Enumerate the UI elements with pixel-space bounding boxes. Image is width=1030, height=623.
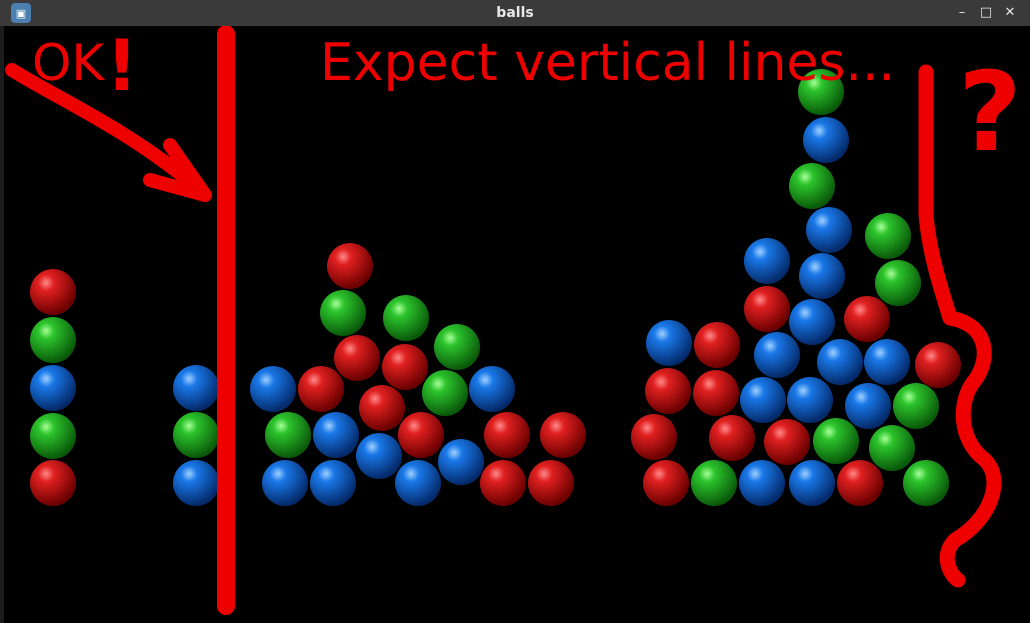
- red-ball: [837, 460, 883, 506]
- red-ball: [398, 412, 444, 458]
- red-ball: [645, 368, 691, 414]
- green-ball: [798, 69, 844, 115]
- blue-ball: [313, 412, 359, 458]
- blue-ball: [469, 366, 515, 412]
- minimize-button[interactable]: –: [958, 5, 966, 20]
- blue-ball: [173, 365, 219, 411]
- green-ball: [320, 290, 366, 336]
- blue-ball: [789, 460, 835, 506]
- red-ball: [694, 322, 740, 368]
- red-ball: [480, 460, 526, 506]
- ok-label: OK: [32, 34, 105, 92]
- green-ball: [893, 383, 939, 429]
- blue-ball: [806, 207, 852, 253]
- green-ball: [903, 460, 949, 506]
- red-ball: [327, 243, 373, 289]
- window-border: [0, 26, 4, 623]
- green-ball: [789, 163, 835, 209]
- blue-ball: [799, 253, 845, 299]
- green-ball: [691, 460, 737, 506]
- blue-ball: [787, 377, 833, 423]
- question-mark: ?: [958, 48, 1022, 176]
- red-ball: [484, 412, 530, 458]
- blue-ball: [817, 339, 863, 385]
- red-ball: [528, 460, 574, 506]
- blue-ball: [356, 433, 402, 479]
- exclaim-mark: !: [106, 26, 138, 107]
- expect-label: Expect vertical lines...: [320, 33, 895, 93]
- red-ball: [298, 366, 344, 412]
- red-ball: [709, 415, 755, 461]
- red-ball: [915, 342, 961, 388]
- blue-ball: [789, 299, 835, 345]
- green-ball: [813, 418, 859, 464]
- blue-ball: [173, 460, 219, 506]
- red-ball: [359, 385, 405, 431]
- red-ball: [631, 414, 677, 460]
- blue-ball: [310, 460, 356, 506]
- green-ball: [265, 412, 311, 458]
- title-bar[interactable]: ▣ balls – □ ✕: [0, 0, 1030, 26]
- blue-ball: [395, 460, 441, 506]
- blue-ball: [438, 439, 484, 485]
- blue-ball: [845, 383, 891, 429]
- red-ball: [764, 419, 810, 465]
- arrowhead-annotation: [143, 138, 212, 202]
- blue-ball: [744, 238, 790, 284]
- green-ball: [30, 317, 76, 363]
- app-icon: ▣: [11, 3, 31, 23]
- blue-ball: [250, 366, 296, 412]
- green-ball: [422, 370, 468, 416]
- blue-ball: [864, 339, 910, 385]
- balls-layer: [30, 69, 961, 506]
- red-ball: [643, 460, 689, 506]
- maximize-button[interactable]: □: [979, 5, 993, 20]
- wavy-line-annotation: [918, 64, 1002, 588]
- green-ball: [869, 425, 915, 471]
- green-ball: [865, 213, 911, 259]
- green-ball: [875, 260, 921, 306]
- red-ball: [30, 269, 76, 315]
- close-button[interactable]: ✕: [1004, 5, 1016, 20]
- annotation-layer: [5, 26, 1002, 615]
- red-ball: [844, 296, 890, 342]
- red-ball: [334, 335, 380, 381]
- red-ball: [382, 344, 428, 390]
- blue-ball: [646, 320, 692, 366]
- blue-ball: [30, 365, 76, 411]
- green-ball: [383, 295, 429, 341]
- scene-svg: OK ! Expect vertical lines... ?: [5, 26, 1022, 615]
- arrow-annotation: [5, 63, 207, 197]
- blue-ball: [754, 332, 800, 378]
- blue-ball: [803, 117, 849, 163]
- green-ball: [434, 324, 480, 370]
- green-ball: [30, 413, 76, 459]
- blue-ball: [739, 460, 785, 506]
- red-ball: [540, 412, 586, 458]
- red-ball: [744, 286, 790, 332]
- green-ball: [173, 412, 219, 458]
- window-title: balls: [496, 5, 534, 21]
- red-ball: [30, 460, 76, 506]
- game-canvas[interactable]: OK ! Expect vertical lines... ?: [4, 26, 1030, 623]
- blue-ball: [740, 377, 786, 423]
- blue-ball: [262, 460, 308, 506]
- red-ball: [693, 370, 739, 416]
